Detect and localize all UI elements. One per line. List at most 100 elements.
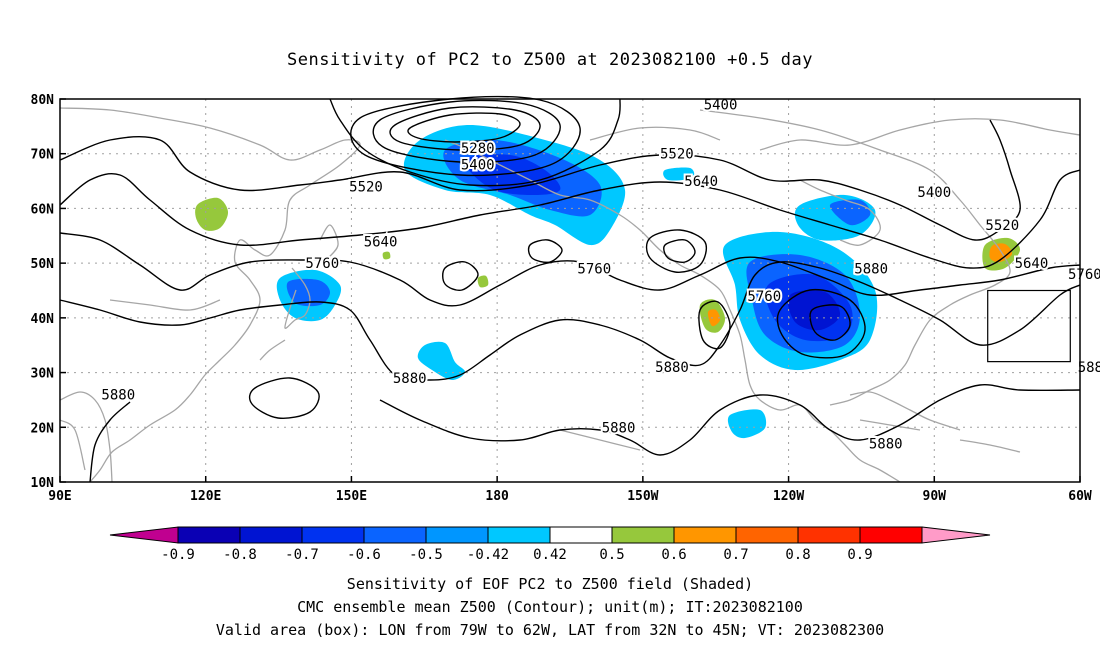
- contour-line-10: [663, 239, 696, 263]
- contour-line-17: [379, 383, 1081, 456]
- shade-patch-18: [663, 167, 695, 181]
- coastline-5: [319, 224, 339, 261]
- map-frame: [59, 98, 1081, 483]
- coastline-13: [759, 118, 1081, 151]
- contour-line-5: [59, 119, 1021, 241]
- contour-label-5: 5640: [684, 174, 718, 190]
- contour-label-6: 5400: [917, 185, 951, 201]
- contour-line-11: [527, 239, 563, 264]
- colorbar-label-10: 0.8: [785, 547, 810, 563]
- lat-label-1: 70N: [31, 148, 55, 163]
- shade-patch-13: [195, 197, 229, 231]
- lon-label-0: 90E: [48, 489, 71, 504]
- colorbar-box-10: [797, 526, 861, 544]
- contour-line-8: [59, 261, 1081, 381]
- contour-label-12: 5640: [1015, 256, 1049, 272]
- coastline-8: [849, 391, 961, 431]
- contour-label-11: 5880: [854, 262, 888, 278]
- shade-patch-2: [464, 154, 561, 196]
- shade-patch-12: [727, 409, 767, 439]
- colorbar-box-9: [735, 526, 799, 544]
- coastline-4: [259, 339, 286, 361]
- colorbar-right-triangle: [921, 526, 991, 544]
- contour-label-13: 5760: [1068, 267, 1100, 283]
- contour-line-18: [89, 401, 131, 483]
- contour-label-8: 5640: [364, 234, 398, 250]
- lon-label-1: 120E: [190, 489, 221, 504]
- shade-patch-11: [417, 341, 466, 381]
- caption-valid-area: Valid area (box): LON from 79W to 62W, L…: [215, 621, 885, 639]
- colorbar-box-7: [611, 526, 675, 544]
- caption-shaded: Sensitivity of EOF PC2 to Z500 field (Sh…: [346, 575, 754, 593]
- shade-patch-8: [829, 199, 871, 226]
- contour-label-7: 5520: [985, 218, 1019, 234]
- contour-label-3: 5520: [660, 147, 694, 163]
- colorbar-box-4: [425, 526, 489, 544]
- lon-label-4: 150W: [627, 489, 658, 504]
- lat-label-5: 30N: [31, 367, 55, 382]
- lat-label-2: 60N: [31, 202, 55, 217]
- colorbar-label-6: 0.42: [533, 547, 567, 563]
- contour-line-13: [698, 300, 731, 350]
- colorbar-label-8: 0.6: [661, 547, 686, 563]
- colorbar-left-triangle: [109, 526, 179, 544]
- coastline-1: [59, 391, 113, 483]
- coastline-3: [284, 267, 311, 329]
- contour-label-0: 5400: [704, 97, 738, 113]
- contour-label-10: 5760: [577, 262, 611, 278]
- contour-line-1: [389, 106, 541, 151]
- coastline-0: [59, 107, 361, 483]
- contour-label-16: 5880: [655, 360, 689, 376]
- coastline-14: [109, 299, 221, 311]
- shade-patch-15: [707, 309, 721, 327]
- contour-label-2: 5400: [461, 158, 495, 174]
- colorbar-box-2: [301, 526, 365, 544]
- valid-area-box: [987, 289, 1071, 363]
- contour-label-17: 5880: [1078, 360, 1100, 376]
- coastline-11: [799, 179, 881, 246]
- lon-label-3: 180: [485, 489, 509, 504]
- contour-label-18: 5880: [101, 387, 135, 403]
- contour-line-12: [442, 261, 479, 292]
- colorbar-box-5: [487, 526, 551, 544]
- contour-label-4: 5520: [349, 180, 383, 196]
- colorbar-box-1: [239, 526, 303, 544]
- colorbar-box-8: [673, 526, 737, 544]
- colorbar-label-0: -0.9: [161, 547, 195, 563]
- colorbar-label-7: 0.5: [599, 547, 624, 563]
- colorbar-label-9: 0.7: [723, 547, 748, 563]
- lat-label-0: 80N: [31, 93, 55, 108]
- shade-patch-17: [989, 243, 1013, 263]
- lat-label-6: 20N: [31, 421, 55, 436]
- plot-title: Sensitivity of PC2 to Z500 at 2023082100…: [286, 50, 813, 70]
- valid-area-rect: [987, 289, 1071, 363]
- colorbar-label-5: -0.42: [467, 547, 509, 563]
- coastline-15: [559, 429, 641, 451]
- colorbar-label-3: -0.6: [347, 547, 381, 563]
- lon-label-7: 60W: [1068, 489, 1092, 504]
- lon-label-5: 120W: [773, 489, 804, 504]
- z500-contours: [59, 95, 1081, 483]
- contour-line-9: [645, 229, 708, 273]
- contour-line-16: [248, 377, 320, 419]
- contour-line-14: [776, 288, 866, 359]
- contour-line-0: [407, 112, 521, 143]
- lon-label-2: 150E: [336, 489, 367, 504]
- coastline-10: [959, 439, 1021, 453]
- contour-line-2: [372, 99, 561, 164]
- contour-label-19: 5880: [602, 420, 636, 436]
- lat-label-7: 10N: [31, 476, 55, 491]
- colorbar-label-2: -0.7: [285, 547, 319, 563]
- contour-label-14: 5760: [747, 289, 781, 305]
- sensitivity-shading: [195, 125, 1021, 439]
- lat-label-3: 50N: [31, 257, 55, 272]
- coastline-9: [859, 419, 921, 431]
- contour-label-15: 5880: [393, 371, 427, 387]
- colorbar-box-11: [859, 526, 923, 544]
- colorbar-box-3: [363, 526, 427, 544]
- colorbar-box-6: [549, 526, 613, 544]
- colorbar-label-1: -0.8: [223, 547, 257, 563]
- shade-patch-20: [382, 251, 391, 260]
